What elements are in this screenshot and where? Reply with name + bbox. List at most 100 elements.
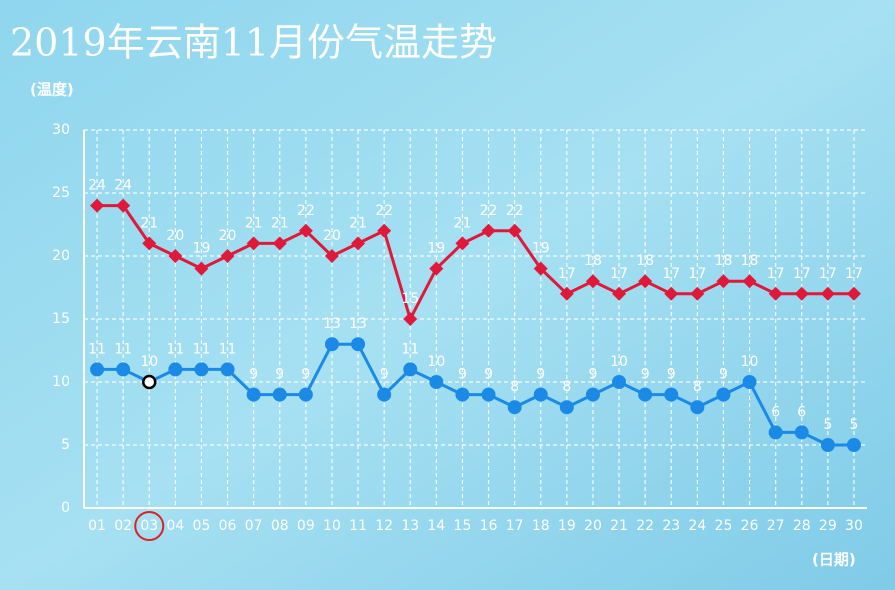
point bbox=[142, 236, 157, 251]
data-label: 19 bbox=[193, 241, 211, 257]
data-label: 17 bbox=[662, 266, 680, 282]
data-label: 17 bbox=[793, 266, 811, 282]
data-label: 10 bbox=[140, 354, 158, 370]
data-label: 17 bbox=[845, 266, 863, 282]
x-tick-label: 20 bbox=[584, 518, 602, 534]
y-tick-label: 25 bbox=[52, 185, 70, 201]
x-tick-label: 28 bbox=[793, 518, 811, 534]
point bbox=[142, 374, 157, 390]
point bbox=[507, 400, 522, 415]
data-label: 11 bbox=[166, 341, 184, 357]
x-tick-label: 21 bbox=[610, 518, 628, 534]
data-label: 20 bbox=[323, 228, 341, 244]
data-label: 9 bbox=[719, 367, 728, 383]
x-tick-label: 30 bbox=[845, 518, 863, 534]
data-label: 21 bbox=[271, 215, 289, 231]
point bbox=[403, 362, 418, 377]
x-tick-label: 22 bbox=[636, 518, 654, 534]
y-axis-label: (温度) bbox=[30, 81, 74, 99]
point bbox=[455, 387, 470, 402]
x-tick-label: 10 bbox=[323, 518, 341, 534]
chart-title: 2019年云南11月份气温走势 bbox=[10, 21, 497, 65]
x-tick-label: 09 bbox=[297, 518, 315, 534]
point bbox=[585, 274, 600, 289]
data-label: 9 bbox=[458, 367, 467, 383]
data-label: 17 bbox=[558, 266, 576, 282]
data-label: 13 bbox=[323, 316, 341, 332]
point bbox=[507, 223, 522, 238]
point bbox=[90, 362, 105, 377]
data-label: 22 bbox=[506, 203, 524, 219]
data-label: 11 bbox=[114, 341, 132, 357]
data-label: 17 bbox=[610, 266, 628, 282]
data-label: 17 bbox=[688, 266, 706, 282]
point bbox=[820, 286, 835, 301]
data-label: 11 bbox=[193, 341, 211, 357]
y-tick-label: 5 bbox=[61, 437, 70, 453]
point bbox=[351, 236, 366, 251]
data-label: 17 bbox=[819, 266, 837, 282]
point bbox=[324, 337, 339, 352]
x-tick-label: 02 bbox=[114, 518, 132, 534]
data-label: 20 bbox=[219, 228, 237, 244]
point bbox=[664, 387, 679, 402]
data-label: 11 bbox=[88, 341, 106, 357]
point bbox=[455, 236, 470, 251]
point bbox=[533, 387, 548, 402]
point bbox=[168, 249, 183, 263]
data-label: 18 bbox=[715, 253, 733, 269]
y-tick-label: 30 bbox=[52, 122, 70, 138]
point bbox=[638, 387, 653, 402]
point bbox=[272, 236, 287, 251]
data-label: 13 bbox=[349, 316, 367, 332]
point bbox=[220, 362, 235, 377]
data-label: 10 bbox=[741, 354, 759, 370]
data-label: 22 bbox=[480, 203, 498, 219]
data-label: 18 bbox=[584, 253, 602, 269]
x-tick-label: 23 bbox=[662, 518, 680, 534]
point bbox=[794, 425, 809, 440]
point bbox=[794, 286, 809, 301]
point bbox=[768, 425, 783, 440]
x-tick-label: 11 bbox=[349, 518, 367, 534]
point bbox=[246, 387, 261, 402]
data-label: 17 bbox=[767, 266, 785, 282]
point bbox=[90, 198, 105, 213]
data-label: 22 bbox=[375, 203, 393, 219]
data-label: 20 bbox=[166, 228, 184, 244]
data-label: 11 bbox=[401, 341, 419, 357]
point bbox=[272, 387, 287, 402]
data-label: 21 bbox=[245, 215, 263, 231]
point bbox=[664, 286, 679, 301]
point bbox=[116, 362, 131, 377]
point bbox=[220, 249, 235, 263]
point bbox=[429, 261, 444, 276]
point bbox=[559, 400, 574, 415]
data-label: 9 bbox=[380, 367, 389, 383]
x-tick-label: 16 bbox=[480, 518, 498, 534]
data-label: 21 bbox=[140, 215, 158, 231]
point bbox=[168, 362, 183, 377]
point bbox=[481, 223, 496, 238]
x-axis-label: (日期) bbox=[812, 551, 856, 569]
point bbox=[429, 375, 444, 389]
point bbox=[690, 286, 705, 301]
point bbox=[585, 387, 600, 402]
point bbox=[298, 223, 313, 238]
highlight-ring bbox=[134, 511, 165, 541]
point bbox=[716, 274, 731, 289]
data-label: 24 bbox=[114, 178, 132, 194]
x-tick-label: 18 bbox=[532, 518, 550, 534]
point bbox=[559, 286, 574, 301]
point bbox=[351, 337, 366, 352]
data-label: 24 bbox=[88, 178, 106, 194]
data-label: 18 bbox=[741, 253, 759, 269]
data-label: 15 bbox=[401, 291, 419, 307]
x-tick-label: 03 bbox=[140, 518, 158, 534]
y-tick-label: 20 bbox=[52, 248, 70, 264]
point bbox=[194, 362, 209, 377]
data-label: 19 bbox=[427, 241, 445, 257]
data-label: 9 bbox=[641, 367, 650, 383]
x-tick-label: 26 bbox=[741, 518, 759, 534]
